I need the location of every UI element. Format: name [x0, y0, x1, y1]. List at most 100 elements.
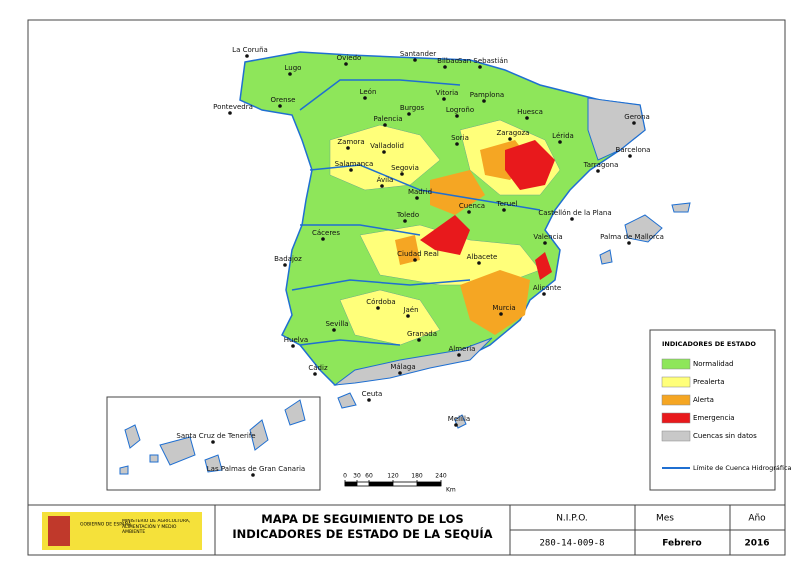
city-label: Melilla — [448, 415, 470, 423]
city-dot — [349, 168, 353, 172]
nipo: 280-14-009-8 — [539, 539, 604, 549]
city-dot — [383, 123, 387, 127]
city-dot — [211, 440, 215, 444]
scale-label: 0 — [343, 473, 347, 480]
month-label: Mes — [656, 514, 674, 524]
city-dot — [344, 62, 348, 66]
legend-label: Normalidad — [693, 360, 733, 368]
city-label: Cáceres — [312, 229, 340, 237]
legend-label: Prealerta — [693, 378, 725, 386]
city-dot — [415, 196, 419, 200]
city-dot — [398, 371, 402, 375]
city-label: León — [360, 88, 377, 96]
city-label: Oviedo — [337, 54, 362, 62]
city-dot — [570, 217, 574, 221]
city-dot — [558, 140, 562, 144]
city-dot — [403, 219, 407, 223]
island — [119, 399, 306, 475]
no-data-south — [333, 337, 493, 386]
city-label: Santander — [400, 50, 436, 58]
city-label: Valencia — [533, 233, 562, 241]
city-label: Pamplona — [470, 91, 504, 99]
footer-grid — [214, 505, 785, 555]
city-dot — [400, 172, 404, 176]
city-dot — [313, 372, 317, 376]
city-dot — [363, 96, 367, 100]
city-label: Barcelona — [616, 146, 651, 154]
sheet-title: MAPA DE SEGUIMIENTO DE LOS INDICADORES D… — [232, 512, 493, 541]
city-dot — [467, 210, 471, 214]
city-label: Córdoba — [366, 298, 395, 306]
city-dot — [525, 116, 529, 120]
city-dot — [477, 261, 481, 265]
city-label: Zamora — [337, 138, 364, 146]
nipo-label: N.I.P.O. — [556, 514, 588, 524]
scale-label: 180 — [411, 473, 423, 480]
canary-inset — [106, 396, 321, 491]
city-label: San Sebastián — [458, 57, 508, 65]
city-label: Castellón de la Plana — [538, 209, 611, 217]
city-label: Santa Cruz de Tenerife — [176, 432, 255, 440]
city-label: Zaragoza — [497, 129, 530, 137]
city-dot — [502, 208, 506, 212]
city-dot — [380, 184, 384, 188]
legend-label: Alerta — [693, 396, 714, 404]
alerta — [395, 235, 420, 265]
city-label: Toledo — [396, 211, 419, 219]
city-label: Ceuta — [362, 390, 383, 398]
city-label: Segovia — [391, 164, 419, 172]
legend-swatch — [661, 430, 691, 442]
city-label: Lérida — [552, 132, 574, 140]
scale-label: 240 — [435, 473, 447, 480]
city-label: Soria — [451, 134, 469, 142]
scale-label: 30 — [353, 473, 361, 480]
city-label: Cuenca — [459, 202, 485, 210]
city-label: Huelva — [284, 336, 308, 344]
legend-swatch — [661, 376, 691, 388]
city-label: Logroño — [446, 106, 474, 114]
city-dot — [454, 423, 458, 427]
city-dot — [406, 314, 410, 318]
city-dot — [346, 146, 350, 150]
city-label: Albacete — [467, 253, 498, 261]
legend-label: Emergencia — [693, 414, 735, 422]
legend-swatch — [661, 394, 691, 406]
city-dot — [508, 137, 512, 141]
city-label: Orense — [271, 96, 296, 104]
city-label: Ávila — [377, 175, 394, 184]
city-dot — [417, 338, 421, 342]
city-label: Alicante — [533, 284, 561, 292]
city-label: Teruel — [496, 200, 518, 208]
city-label: Almería — [449, 345, 476, 353]
legend-boundary: Límite de Cuenca Hidrográfica — [693, 464, 792, 472]
coat-of-arms — [48, 516, 70, 546]
city-dot — [455, 142, 459, 146]
city-dot — [367, 398, 371, 402]
city-dot — [288, 72, 292, 76]
city-label: Huesca — [517, 108, 543, 116]
title-box: MAPA DE SEGUIMIENTO DE LOS INDICADORES D… — [232, 512, 493, 541]
scale-label: 120 — [387, 473, 399, 480]
city-label: Palencia — [374, 115, 403, 123]
legend-label: Cuencas sin datos — [693, 432, 757, 440]
city-dot — [382, 150, 386, 154]
basin-boundary — [291, 79, 541, 346]
city-dot — [543, 241, 547, 245]
city-dot — [376, 306, 380, 310]
city-dot — [442, 97, 446, 101]
city-dot — [596, 169, 600, 173]
city-label: Valladolid — [370, 142, 404, 150]
city-dot — [332, 328, 336, 332]
alerta — [430, 170, 485, 215]
city-dot — [455, 114, 459, 118]
city-label: Sevilla — [325, 320, 348, 328]
emergencia — [505, 140, 555, 190]
scale-segment — [345, 482, 357, 486]
city-dot — [443, 65, 447, 69]
island — [599, 202, 691, 265]
city-label: Jaén — [402, 306, 418, 314]
city-dot — [457, 353, 461, 357]
city-label: Bilbao — [437, 57, 459, 65]
city-label: Pontevedra — [213, 103, 253, 111]
